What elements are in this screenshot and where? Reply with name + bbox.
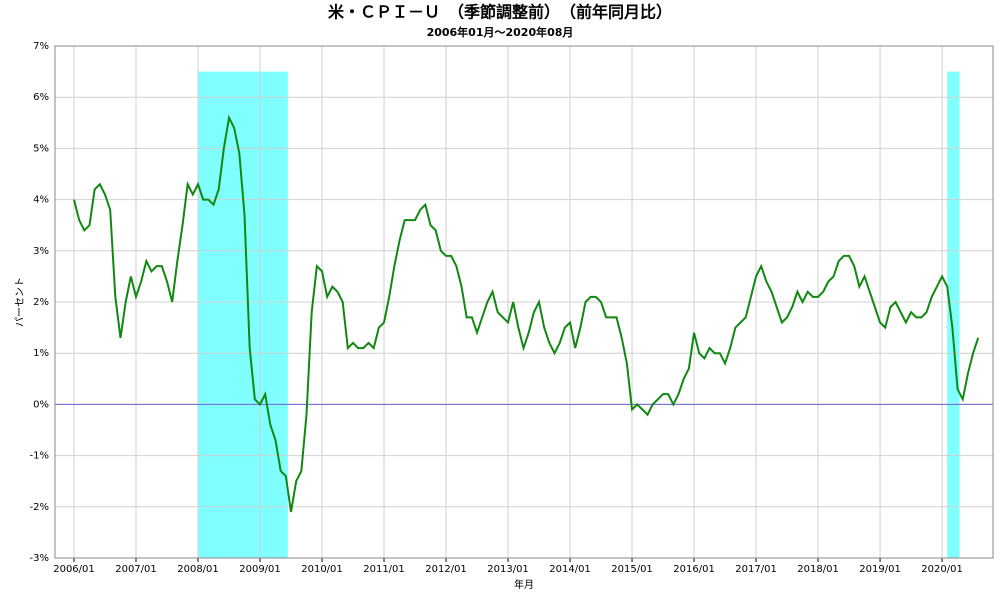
y-tick-label: 0% [33,399,49,410]
x-tick-label: 2016/01 [673,564,715,575]
chart-title: 米・ＣＰＩ－Ｕ （季節調整前） （前年同月比） [328,3,672,22]
x-tick-label: 2008/01 [177,564,219,575]
x-tick-label: 2012/01 [425,564,467,575]
x-tick-label: 2007/01 [115,564,157,575]
x-tick-label: 2006/01 [53,564,95,575]
x-tick-label: 2014/01 [549,564,591,575]
y-tick-label: 7% [33,41,49,52]
x-tick-label: 2017/01 [735,564,777,575]
x-tick-label: 2018/01 [797,564,839,575]
x-axis-label: 年月 [514,578,534,591]
y-tick-label: 1% [33,348,49,359]
x-tick-label: 2011/01 [363,564,405,575]
x-tick-label: 2015/01 [611,564,653,575]
y-tick-label: 5% [33,143,49,154]
y-axis-label: パーセント [14,277,26,327]
y-tick-label: 6% [33,92,49,103]
shaded-period [198,71,288,558]
y-tick-label: -1% [30,451,49,462]
y-tick-label: 2% [33,297,49,308]
chart-subtitle: 2006年01月～2020年08月 [427,25,574,39]
plot-frame [54,45,994,559]
data-line [73,114,980,513]
y-tick-label: 4% [33,195,49,206]
x-tick-label: 2013/01 [487,564,529,575]
x-tick-label: 2010/01 [301,564,343,575]
x-tick-label: 2019/01 [859,564,901,575]
x-tick-label: 2020/01 [921,564,963,575]
x-tick-label: 2009/01 [239,564,281,575]
shaded-period [947,71,960,558]
y-tick-label: 3% [33,246,49,257]
y-tick-label: -3% [30,553,49,564]
y-tick-label: -2% [30,502,49,513]
